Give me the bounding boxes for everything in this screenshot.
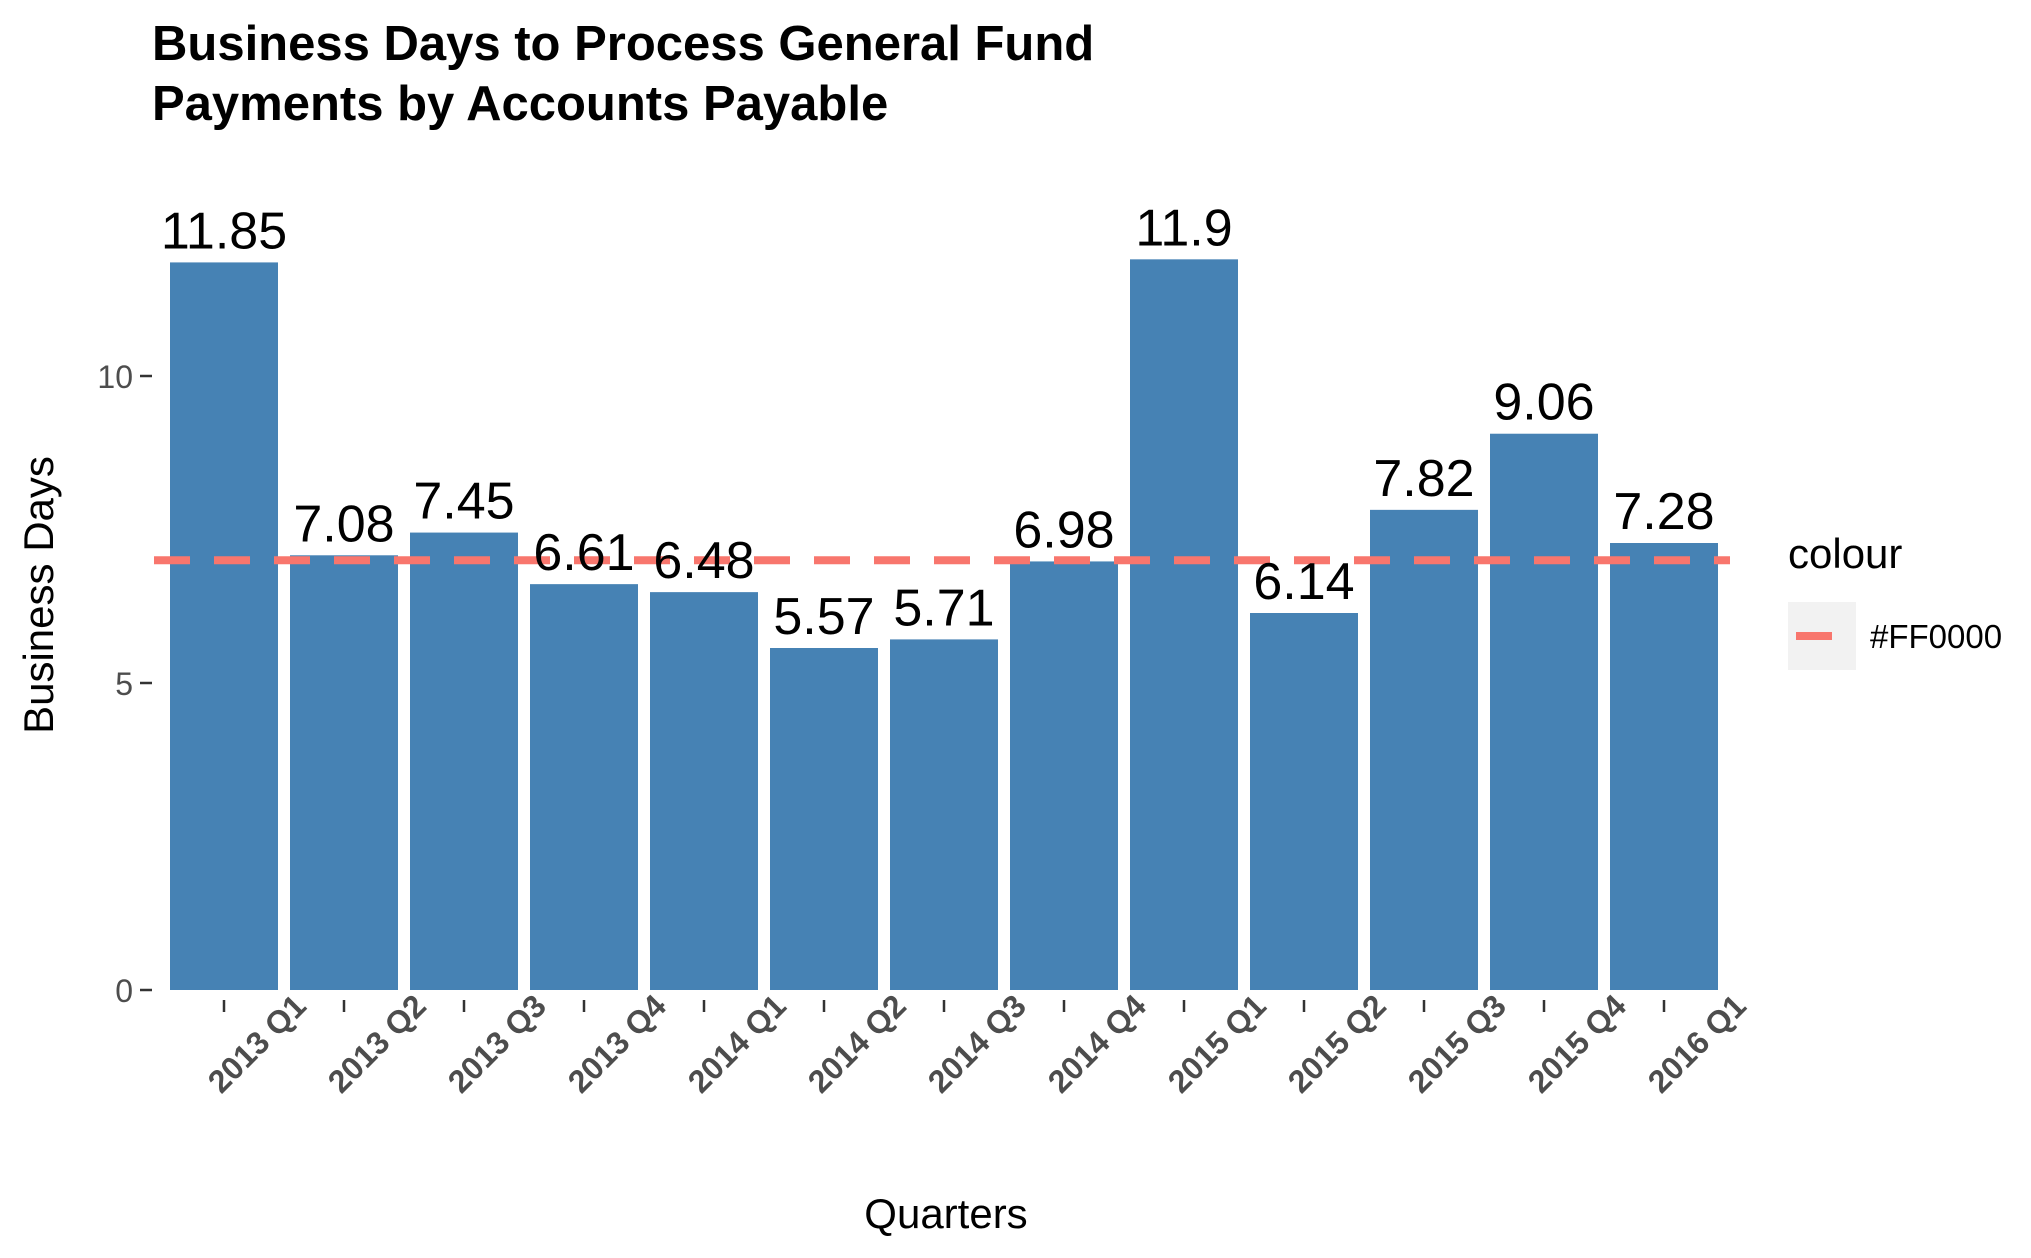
x-tick-label: 2014 Q4	[1041, 987, 1153, 1099]
data-label: 7.82	[1373, 450, 1474, 508]
x-tick-label: 2014 Q3	[921, 987, 1033, 1099]
x-tick-label: 2013 Q2	[321, 987, 433, 1099]
y-axis-title: Business Days	[15, 456, 62, 734]
bar	[170, 262, 278, 990]
x-tick-label: 2014 Q1	[681, 987, 793, 1099]
bar	[770, 648, 878, 990]
x-tick-label: 2016 Q1	[1641, 987, 1753, 1099]
chart-title-line: Payments by Accounts Payable	[152, 77, 888, 131]
bar	[1010, 561, 1118, 990]
data-label: 7.45	[413, 473, 514, 531]
data-label: 6.61	[533, 524, 634, 582]
y-tick-label: 5	[115, 666, 133, 702]
bar	[290, 555, 398, 990]
legend-entry-label: #FF0000	[1870, 618, 2002, 655]
data-label: 6.48	[653, 532, 754, 590]
x-tick-label: 2015 Q2	[1281, 987, 1393, 1099]
y-axis: 0 5 10	[97, 359, 152, 1009]
x-tick-label: 2015 Q3	[1401, 987, 1513, 1099]
legend: colour #FF0000	[1788, 530, 2002, 670]
data-label: 6.14	[1253, 553, 1354, 611]
data-labels: 11.85 7.08 7.45 6.61 6.48 5.57 5.71 6.98 11.9 6.1…	[161, 199, 1715, 646]
data-label: 11.85	[161, 202, 287, 260]
x-axis: 2013 Q1 2013 Q2 2013 Q3 2013 Q4 2014 Q1 2014 …	[201, 987, 1753, 1099]
legend-title: colour	[1788, 530, 1902, 577]
x-tick-label: 2015 Q4	[1521, 987, 1633, 1099]
x-tick-label: 2013 Q4	[561, 987, 673, 1099]
data-label: 6.98	[1013, 501, 1114, 559]
y-tick-label: 10	[97, 359, 133, 395]
x-tick-label: 2013 Q3	[441, 987, 553, 1099]
data-label: 9.06	[1493, 374, 1594, 432]
bar	[1610, 543, 1718, 990]
x-axis-title: Quarters	[864, 1190, 1027, 1237]
data-label: 11.9	[1135, 199, 1232, 257]
data-label: 5.71	[893, 579, 994, 637]
bar	[650, 592, 758, 990]
bar	[1130, 259, 1238, 991]
data-label: 7.28	[1613, 483, 1714, 541]
bar	[530, 584, 638, 990]
y-tick-label: 0	[115, 973, 133, 1009]
bar	[1370, 509, 1478, 990]
x-tick-label: 2014 Q2	[801, 987, 913, 1099]
bar	[1250, 613, 1358, 990]
bar	[1490, 433, 1598, 990]
bars	[170, 259, 1718, 991]
bar	[890, 639, 998, 990]
chart-title-line: Business Days to Process General Fund	[152, 17, 1094, 71]
chart-title: Business Days to Process General Fund Pa…	[152, 17, 1094, 131]
x-tick-label: 2013 Q1	[201, 987, 313, 1099]
x-tick-label: 2015 Q1	[1161, 987, 1273, 1099]
data-label: 7.08	[293, 495, 394, 553]
bar	[410, 532, 518, 990]
data-label: 5.57	[773, 588, 874, 646]
